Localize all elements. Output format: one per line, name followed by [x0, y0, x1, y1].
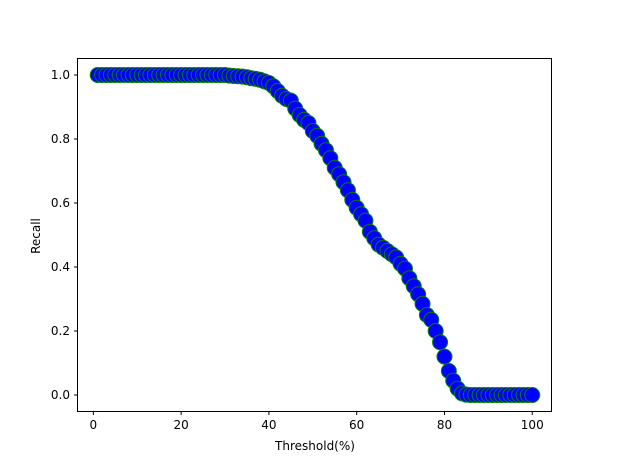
- y-axis-label: Recall: [29, 218, 43, 254]
- x-axis-label: Threshold(%): [274, 439, 355, 453]
- data-markers: [89, 67, 541, 403]
- plot-frame: [77, 58, 552, 412]
- x-tick-label: 0: [90, 418, 98, 432]
- y-tick-label: 0.4: [51, 260, 70, 274]
- y-tick-label: 0.6: [51, 196, 70, 210]
- y-tick-label: 1.0: [51, 68, 70, 82]
- x-axis-ticks: 0 20 40 60 80 100: [90, 411, 544, 432]
- x-tick-label: 20: [173, 418, 188, 432]
- y-axis-ticks: 0.0 0.2 0.4 0.6 0.8 1.0: [51, 68, 78, 402]
- y-tick-label: 0.0: [51, 388, 70, 402]
- x-tick-label: 40: [261, 418, 276, 432]
- data-point: [524, 387, 541, 403]
- x-tick-label: 80: [437, 418, 452, 432]
- data-point: [436, 348, 453, 365]
- data-point: [432, 334, 449, 351]
- x-tick-label: 100: [521, 418, 544, 432]
- x-tick-label: 60: [349, 418, 364, 432]
- y-tick-label: 0.2: [51, 324, 70, 338]
- y-tick-label: 0.8: [51, 132, 70, 146]
